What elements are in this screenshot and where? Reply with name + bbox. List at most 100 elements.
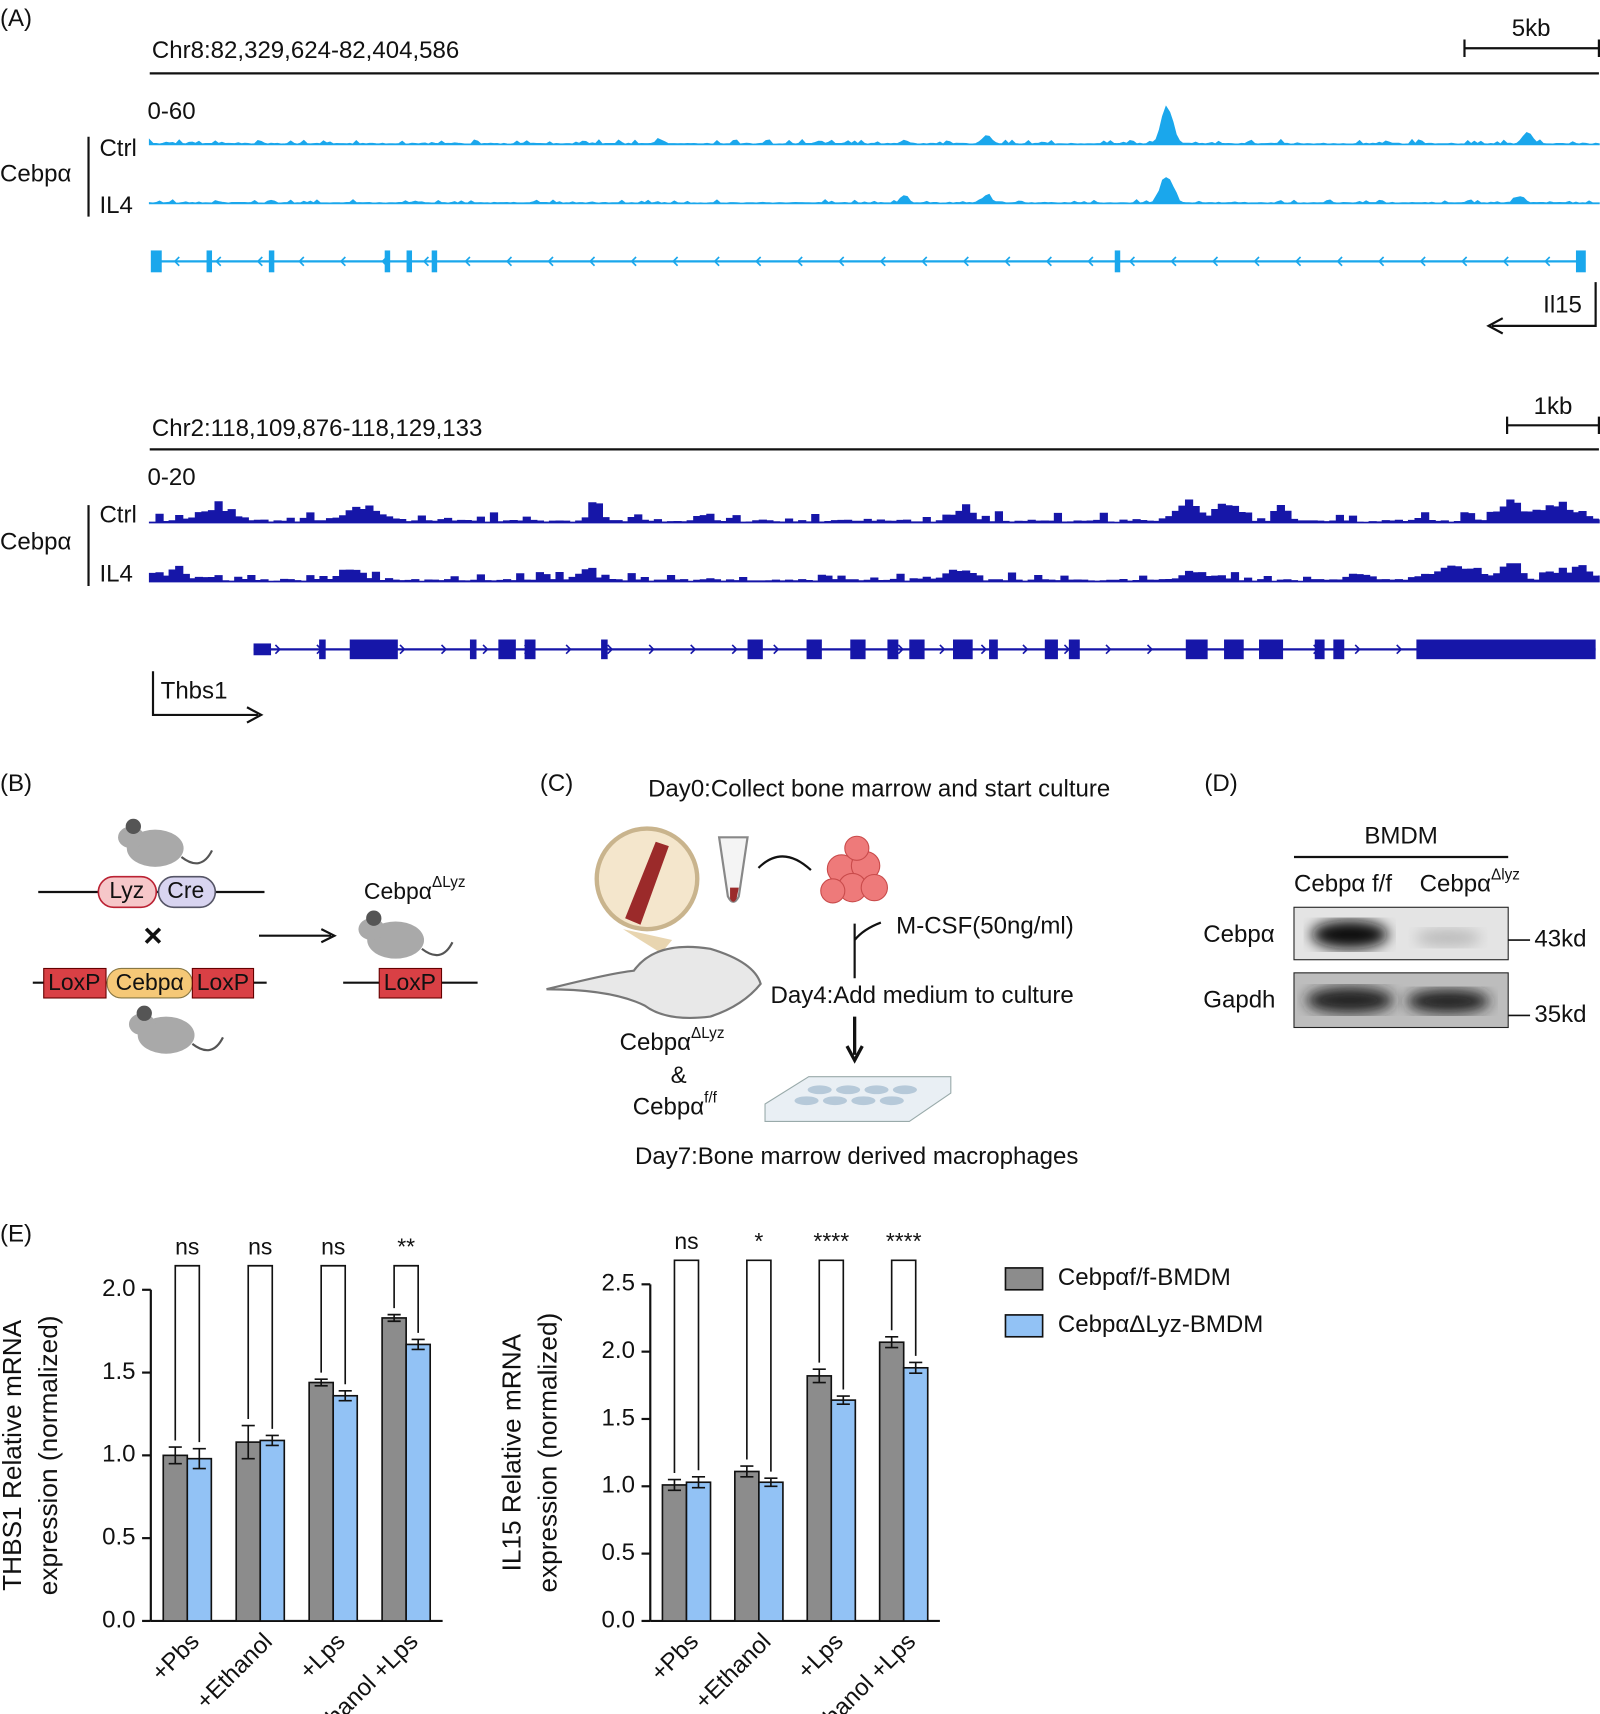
gene-chevron bbox=[1461, 256, 1468, 267]
signal-track bbox=[148, 177, 1600, 205]
significance-bracket bbox=[673, 1259, 700, 1474]
exon bbox=[1044, 639, 1058, 660]
error-bar bbox=[411, 1338, 425, 1351]
gene-chevron bbox=[1004, 256, 1011, 267]
y-tick-label: 1.0 bbox=[102, 1441, 135, 1468]
band bbox=[1406, 989, 1490, 1014]
size-label: 43kd bbox=[1534, 925, 1586, 952]
gene-chevron bbox=[962, 256, 969, 267]
lane-base: Cebpα bbox=[1420, 871, 1491, 898]
gene-chevron bbox=[796, 256, 803, 267]
y-axis-label: IL15 Relative mRNA bbox=[497, 1333, 527, 1571]
exon bbox=[498, 639, 516, 660]
gene-chevron bbox=[1087, 256, 1094, 267]
y-tick-label: 0.0 bbox=[102, 1606, 135, 1633]
arrow bbox=[259, 928, 337, 944]
x-tick-label: +Lps bbox=[792, 1628, 848, 1684]
exon bbox=[406, 250, 413, 273]
bar bbox=[235, 1441, 262, 1622]
plate-wells bbox=[794, 1085, 917, 1106]
step: Day0:Collect bone marrow and start cultu… bbox=[648, 776, 1110, 803]
gene-chevron bbox=[464, 256, 471, 267]
gene-chevron bbox=[1146, 644, 1154, 655]
exon bbox=[349, 639, 398, 660]
track-label: Ctrl bbox=[99, 135, 136, 162]
legend-label: CebpαΔLyz-BMDM bbox=[1058, 1311, 1263, 1338]
gene-chevron bbox=[339, 256, 346, 267]
step: Day4:Add medium to culture bbox=[770, 982, 1073, 1009]
gene-label: Il15 bbox=[1543, 292, 1582, 319]
gene-chevron bbox=[1354, 644, 1361, 655]
gene-chevron bbox=[838, 256, 845, 267]
significance-label: **** bbox=[886, 1228, 922, 1254]
exon bbox=[150, 250, 162, 273]
gene-chevron bbox=[1211, 256, 1219, 267]
significance-bracket bbox=[746, 1259, 772, 1472]
legend-swatch bbox=[1004, 1267, 1044, 1291]
y-tick-label: 2.0 bbox=[102, 1275, 135, 1302]
gene-chevron bbox=[1128, 256, 1136, 267]
mouse-icon bbox=[116, 817, 214, 868]
box-label: Lyz bbox=[109, 877, 144, 903]
exon bbox=[384, 250, 391, 273]
y-tick-label: 0.5 bbox=[602, 1539, 635, 1566]
gene-chevron bbox=[565, 644, 572, 655]
leg bbox=[622, 929, 673, 954]
factor-label: Cebpα bbox=[0, 160, 71, 187]
gene-chevron bbox=[672, 256, 679, 267]
significance-bracket bbox=[818, 1259, 845, 1390]
box-label: Cebpα bbox=[116, 969, 184, 995]
exon bbox=[268, 250, 275, 273]
gene-chevron bbox=[755, 256, 762, 267]
exon bbox=[431, 250, 438, 273]
mouse-icon bbox=[357, 909, 454, 960]
band bbox=[1311, 920, 1388, 949]
error-bar bbox=[909, 1361, 923, 1375]
gene-label: Thbs1 bbox=[161, 677, 228, 704]
y-tick-label: 0.5 bbox=[102, 1523, 135, 1550]
gene-chevron bbox=[980, 644, 987, 655]
exon bbox=[850, 639, 866, 660]
exon bbox=[1068, 639, 1080, 660]
genotype: Cebpαf/f bbox=[633, 1090, 718, 1121]
bar bbox=[830, 1399, 857, 1622]
panel-label: (D) bbox=[1204, 770, 1237, 797]
gene-chevron bbox=[505, 256, 513, 267]
box-label: LoxP bbox=[48, 969, 100, 995]
error-bar bbox=[764, 1477, 778, 1488]
gene-chevron bbox=[422, 256, 429, 267]
gene-chevron bbox=[399, 644, 406, 655]
exon bbox=[1114, 250, 1121, 273]
error-bar bbox=[812, 1368, 826, 1384]
gene-chevron bbox=[256, 256, 263, 267]
error-bar bbox=[338, 1389, 352, 1402]
box-label: LoxP bbox=[197, 969, 249, 995]
significance-label: * bbox=[754, 1228, 763, 1254]
bar bbox=[381, 1317, 407, 1622]
gene-chevron bbox=[879, 256, 886, 267]
gene-chevron bbox=[648, 644, 655, 655]
y-tick-label: 2.5 bbox=[602, 1270, 635, 1297]
gene-chevron bbox=[1419, 256, 1426, 267]
track-range: 0-60 bbox=[148, 98, 196, 125]
y-axis-label: expression (normalized) bbox=[533, 1313, 563, 1593]
x-tick-label: +Ethanol bbox=[690, 1628, 777, 1714]
bar bbox=[405, 1343, 432, 1622]
genotype-sup: f/f bbox=[704, 1090, 717, 1107]
gene-chevron bbox=[607, 644, 614, 655]
significance-label: ns bbox=[321, 1233, 345, 1259]
significance-label: ns bbox=[248, 1233, 272, 1259]
scale-bar bbox=[149, 416, 1600, 451]
gene-chevron bbox=[547, 256, 554, 267]
arrow bbox=[845, 1016, 864, 1064]
timeline bbox=[853, 921, 882, 979]
panel-label: (E) bbox=[0, 1220, 32, 1247]
band bbox=[1306, 987, 1394, 1014]
gene-chevron bbox=[1396, 644, 1403, 655]
bar bbox=[332, 1394, 359, 1622]
exon bbox=[1314, 639, 1325, 660]
lane-label: CebpαΔlyz bbox=[1420, 867, 1520, 898]
bar bbox=[661, 1484, 688, 1622]
